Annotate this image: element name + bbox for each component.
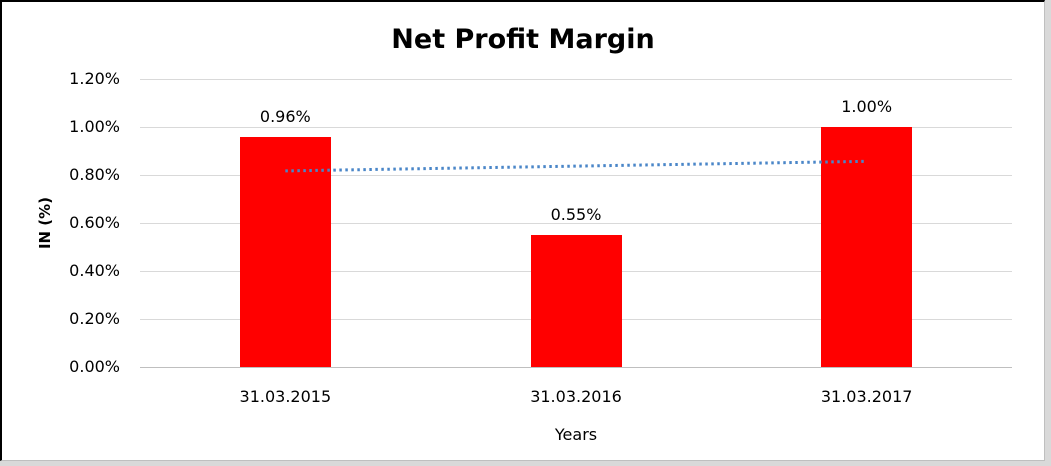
data-label: 0.96%	[259, 106, 311, 126]
gridline	[140, 175, 1012, 176]
x-tick-label: 31.03.2017	[820, 387, 913, 406]
y-tick-label: 0.60%	[69, 213, 120, 232]
bar-31.03.2015	[239, 136, 331, 367]
x-axis-line	[140, 367, 1012, 368]
y-tick-label: 1.20%	[69, 69, 120, 88]
y-tick-label: 0.40%	[69, 261, 120, 280]
bar-31.03.2016	[530, 235, 622, 367]
y-tick-label: 0.20%	[69, 309, 120, 328]
x-axis-title: Years	[554, 425, 598, 444]
trendline	[285, 159, 867, 173]
gridline	[140, 223, 1012, 224]
gridline	[140, 127, 1012, 128]
chart-title: Net Profit Margin	[391, 24, 655, 55]
y-tick-label: 0.00%	[69, 357, 120, 376]
data-label: 0.55%	[550, 205, 602, 224]
y-tick-label: 1.00%	[69, 117, 120, 136]
x-tick-label: 31.03.2015	[239, 387, 332, 406]
data-label: 1.00%	[841, 97, 893, 116]
bar-31.03.2017	[821, 127, 913, 367]
y-tick-label: 0.80%	[69, 165, 120, 184]
x-tick-label: 31.03.2016	[530, 387, 622, 406]
gridline	[140, 79, 1012, 80]
plot-area	[140, 79, 1012, 368]
